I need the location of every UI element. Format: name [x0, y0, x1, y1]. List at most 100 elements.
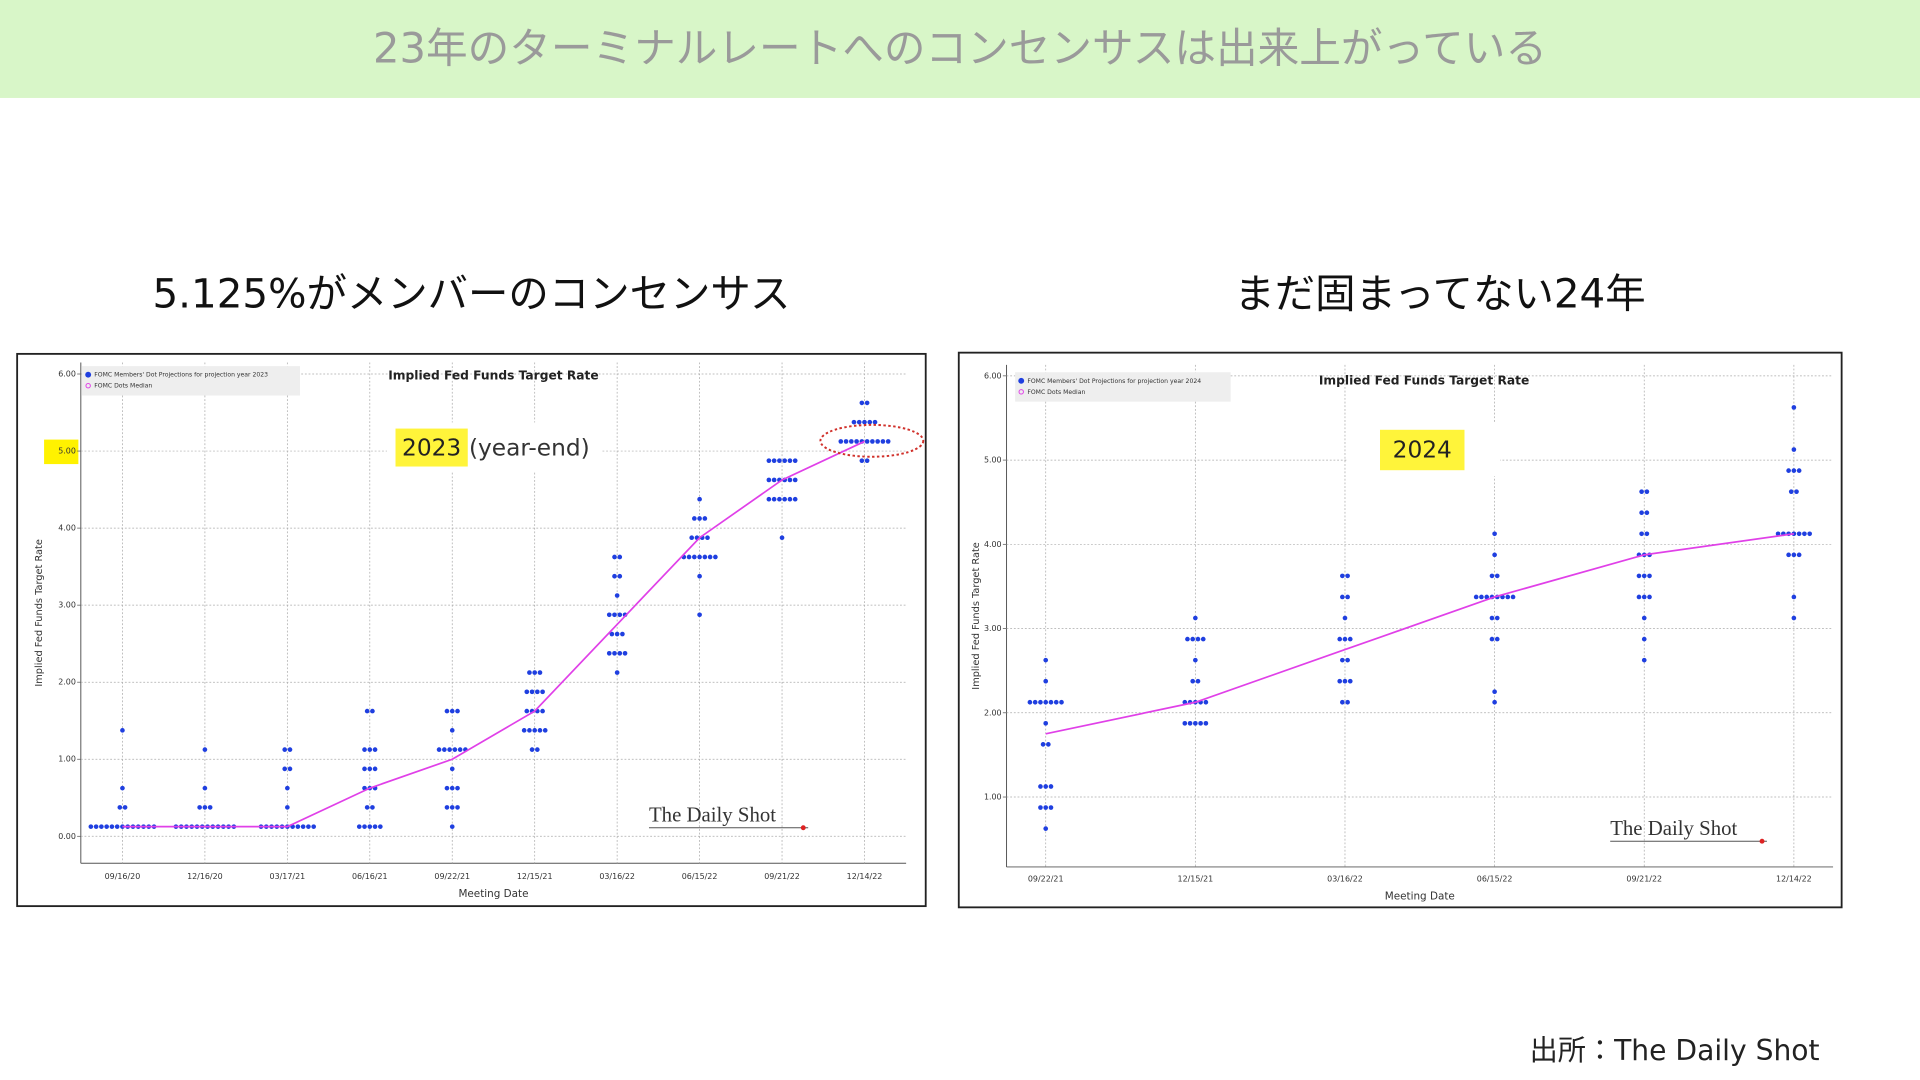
dot	[872, 419, 878, 425]
dot	[364, 805, 370, 810]
x-tick-label: 09/22/21	[1028, 875, 1064, 884]
dot	[1494, 636, 1500, 642]
dot	[609, 631, 615, 637]
dot	[362, 747, 367, 752]
chart-title: Implied Fed Funds Target Rate	[388, 368, 598, 382]
watermark: The Daily Shot	[649, 803, 776, 827]
x-tick-label: 03/16/22	[1327, 875, 1363, 884]
x-tick-label: 09/21/22	[1626, 875, 1662, 884]
dot	[1340, 573, 1345, 579]
dot	[1492, 552, 1497, 558]
dot	[1639, 531, 1644, 537]
dot	[99, 824, 104, 829]
dot	[1644, 531, 1650, 537]
dot	[849, 439, 854, 444]
dot	[444, 805, 450, 810]
dot	[612, 573, 617, 579]
dot	[449, 805, 455, 810]
dot	[535, 747, 540, 752]
chart: 5.125%がメンバーのコンセンサス 0.00 1.00 2.00 3.00 4.00 5.…	[16, 269, 927, 908]
dot	[1786, 552, 1791, 558]
dot	[779, 535, 785, 541]
dot	[1489, 573, 1495, 579]
y-tick-label: 1.00	[984, 793, 1002, 802]
dot	[859, 400, 865, 406]
annotation-note: (year-end)	[469, 434, 590, 461]
dot	[766, 496, 772, 502]
legend-box	[82, 366, 301, 396]
dot	[612, 612, 617, 618]
dot	[1040, 742, 1046, 747]
dot	[792, 477, 798, 483]
dot	[449, 824, 455, 829]
dot	[362, 766, 367, 772]
dot	[1340, 657, 1345, 663]
dot	[1641, 594, 1647, 600]
dot	[1340, 699, 1345, 705]
dot	[1190, 636, 1196, 642]
annotation-highlight	[395, 428, 468, 467]
dot	[1345, 699, 1350, 705]
dot	[792, 496, 798, 502]
dot	[1043, 784, 1049, 789]
dot	[287, 766, 293, 772]
dot	[1644, 510, 1650, 516]
x-axis-label: Meeting Date	[1385, 890, 1455, 902]
dot	[856, 419, 862, 425]
x-tick-label: 06/16/21	[352, 872, 388, 881]
dot	[527, 670, 532, 675]
dot	[367, 824, 373, 829]
dot	[1492, 699, 1497, 705]
dot	[1791, 552, 1797, 558]
x-tick-label: 09/16/20	[105, 872, 141, 881]
dot	[1510, 594, 1516, 600]
dot	[617, 554, 623, 560]
dot	[1494, 573, 1500, 579]
x-tick-label: 09/22/21	[434, 872, 470, 881]
y-tick-label: 0.00	[58, 832, 76, 841]
dot	[697, 516, 702, 521]
dot	[367, 747, 373, 752]
x-tick-label: 09/21/22	[764, 872, 800, 881]
dot	[1791, 615, 1797, 621]
dot	[537, 728, 543, 733]
dot	[524, 708, 530, 714]
dot	[122, 805, 128, 810]
dot	[1791, 594, 1797, 600]
dot	[1494, 615, 1500, 621]
y-tick-label: 3.00	[58, 601, 76, 610]
dot	[449, 728, 455, 733]
dot	[851, 419, 857, 425]
dot	[444, 708, 450, 714]
x-tick-label: 03/17/21	[270, 872, 306, 881]
dot	[300, 824, 306, 829]
dot	[1807, 531, 1813, 537]
dot	[527, 728, 532, 733]
dot	[617, 650, 623, 656]
dot	[93, 824, 99, 829]
dot	[362, 824, 367, 829]
dot	[1636, 594, 1642, 600]
dot	[622, 650, 628, 656]
dot	[455, 805, 460, 810]
dot	[1337, 636, 1343, 642]
dot	[1027, 699, 1033, 705]
dot	[1342, 615, 1348, 621]
dot	[686, 554, 692, 560]
legend-label: FOMC Members' Dot Projections for projec…	[1027, 378, 1201, 385]
dot	[370, 805, 375, 810]
dot	[306, 824, 311, 829]
dot	[792, 458, 798, 464]
dot	[707, 554, 713, 560]
dot	[1182, 720, 1188, 726]
dot	[1479, 594, 1484, 600]
dot	[1636, 573, 1642, 579]
dot	[1337, 678, 1343, 684]
median-line	[1045, 532, 1794, 735]
x-tick-label: 12/15/21	[1178, 875, 1214, 884]
dot	[372, 747, 378, 752]
dot	[1505, 594, 1511, 600]
y-tick-label: 4.00	[984, 540, 1002, 549]
dot	[1043, 657, 1049, 663]
dot	[1802, 531, 1807, 537]
